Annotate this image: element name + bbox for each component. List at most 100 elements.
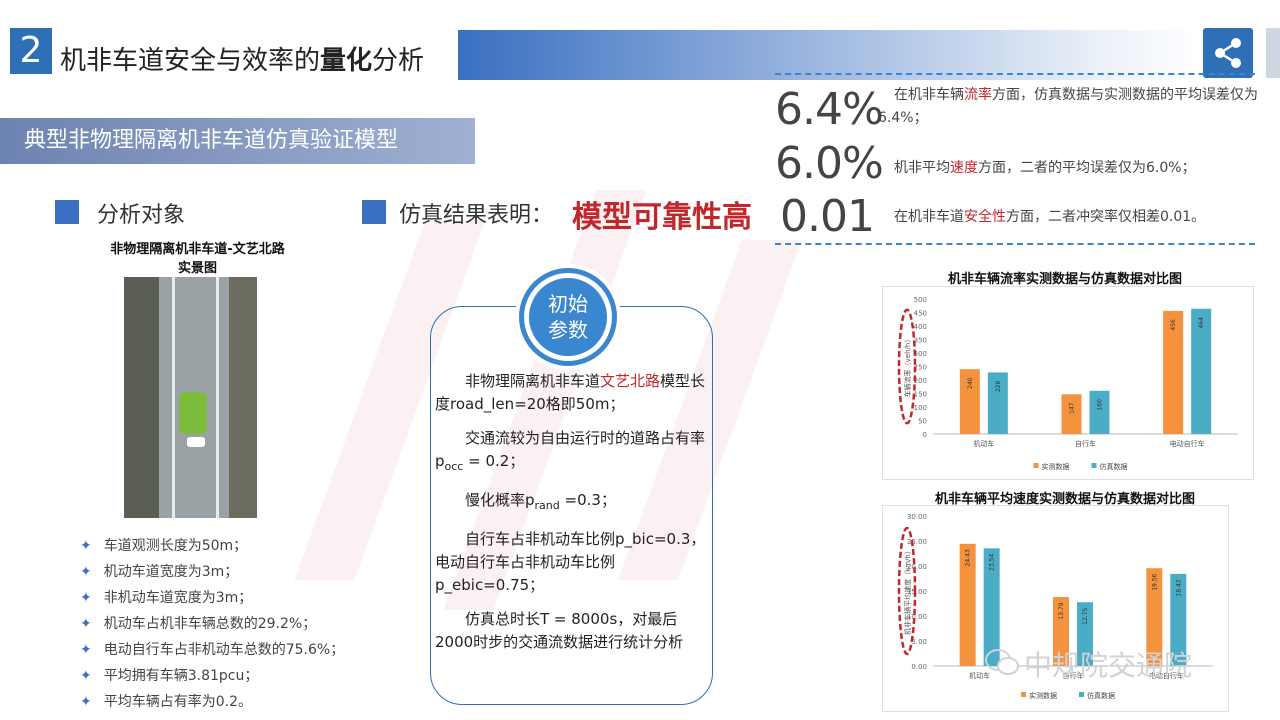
star-bullet-icon: ✦ <box>80 642 92 658</box>
star-bullet-icon: ✦ <box>80 538 92 554</box>
x-tick-label: 电动自行车 <box>1149 671 1184 680</box>
param-value: = 0.2； <box>463 452 525 470</box>
section-title-results: 仿真结果表明： <box>399 203 554 228</box>
fact-text: 电动自行车占非机动车总数的75.6%； <box>103 642 345 658</box>
share-icon <box>1215 38 1241 68</box>
star-bullet-icon: ✦ <box>80 564 92 580</box>
params-badge: 初始 参数 <box>529 278 607 356</box>
params-badge-ring <box>519 268 617 366</box>
stat-speed-value: 6.0% <box>775 138 884 189</box>
stat-flow-value: 6.4% <box>775 84 884 135</box>
flow-chart: 0 50 100 150 200 250 300 350 400 450 500 车辆流率（veh/h… <box>897 296 1238 471</box>
badge-line: 初始 <box>548 292 588 316</box>
bar-data-label: 18.42 <box>1175 579 1182 596</box>
y-tick-label: 15.00 <box>907 588 927 596</box>
bar-simulated <box>1191 308 1212 434</box>
page-title: 机非车道安全与效率的量化分析 <box>60 40 424 77</box>
y-axis-label: 车辆流率（veh/h） <box>903 336 912 398</box>
star-bullet-icon: ✦ <box>80 668 92 684</box>
bar-data-label: 13.79 <box>1058 602 1065 619</box>
bar-data-label: 240 <box>967 377 974 389</box>
param-sim-time: 仿真总时长T = 8000s，对最后2000时步的交通流数据进行统计分析 <box>435 610 684 651</box>
x-tick-label: 机动车 <box>973 439 994 448</box>
bar-measured <box>959 543 976 666</box>
section-title-analysis-object: 分析对象 <box>97 203 186 228</box>
list-item: ✦ 平均拥有车辆3.81pcu； <box>80 663 344 689</box>
legend-swatch <box>1021 692 1026 697</box>
title-part: 机非车道安全与效率的 <box>60 46 321 76</box>
legend-label: 仿真数据 <box>1087 691 1115 700</box>
bar-data-label: 228 <box>995 381 1002 393</box>
photo-caption: 非物理隔离机非车道-文艺北路 实景图 <box>90 240 305 278</box>
legend-swatch <box>1091 463 1097 468</box>
fact-text: 非机动车道宽度为3m； <box>103 590 253 606</box>
fact-text: 平均车辆占有率为0.2。 <box>103 694 252 710</box>
stat-text-part: 方面，仿真数据与实测数据的平均误差仅为6.4%； <box>878 87 1258 126</box>
y-tick-label: 5.00 <box>911 638 927 646</box>
stat-text-part: 在机非车辆 <box>894 87 964 103</box>
list-item: ✦ 机动车占机非车辆总数的29.2%； <box>80 611 344 637</box>
stat-text-part: 方面，二者的平均误差仅为6.0%； <box>978 160 1196 176</box>
y-tick-label: 100 <box>914 404 927 412</box>
fact-list: ✦ 车道观测长度为50m； ✦ 机动车道宽度为3m； ✦ 非机动车道宽度为3m； ✦ 机… <box>80 533 344 715</box>
fact-text: 车道观测长度为50m； <box>103 538 248 554</box>
param-sub: rand <box>534 499 560 512</box>
fact-text: 平均拥有车辆3.81pcu； <box>103 668 259 684</box>
star-bullet-icon: ✦ <box>80 694 92 710</box>
params-text: 非物理隔离机非车道文艺北路模型长度road_len=20格即50m； 交通流较为… <box>435 370 713 665</box>
bar-data-label: 147 <box>1069 402 1076 414</box>
list-item: ✦ 电动自行车占非机动车总数的75.6%； <box>80 637 344 663</box>
param-slowdown: 慢化概率prand =0.3； <box>435 489 713 517</box>
param-text-part: 慢化概率p <box>465 491 535 509</box>
section-number: 2 <box>10 28 52 74</box>
stat-keyword: 安全性 <box>964 209 1006 225</box>
y-tick-label: 250 <box>914 364 927 372</box>
stat-speed-text: 机非平均速度方面，二者的平均误差仅为6.0%； <box>894 157 1264 180</box>
photo-caption-line: 非物理隔离机非车道-文艺北路 <box>110 242 285 257</box>
param-value: =0.3； <box>559 491 616 509</box>
stat-text-part: 机非平均 <box>894 160 950 176</box>
bar-measured <box>1061 394 1082 434</box>
bar-measured <box>1053 597 1069 666</box>
legend-label: 实测数据 <box>1042 462 1070 471</box>
bar-simulated <box>1089 390 1110 434</box>
bar-simulated <box>1077 602 1093 666</box>
bar-simulated <box>987 372 1008 434</box>
wechat-icon <box>985 649 1019 675</box>
bar-measured <box>959 369 980 434</box>
bar-data-label: 24.43 <box>965 549 972 566</box>
y-tick-label: 30.00 <box>907 513 927 521</box>
legend-label: 仿真数据 <box>1100 462 1128 471</box>
y-tick-label: 200 <box>914 377 927 385</box>
header-gradient-bar <box>458 30 1198 80</box>
y-tick-label: 0.00 <box>911 663 927 671</box>
x-tick-label: 电动自行车 <box>1170 439 1205 448</box>
ylabel-highlight <box>897 308 917 425</box>
y-tick-label: 450 <box>914 310 927 318</box>
list-item: ✦ 机动车道宽度为3m； <box>80 559 344 585</box>
bar-simulated <box>1170 573 1187 666</box>
stat-text-part: 在机非车道 <box>894 209 964 225</box>
y-tick-label: 150 <box>914 391 927 399</box>
star-bullet-icon: ✦ <box>80 616 92 632</box>
param-text-part: 非物理隔离机非车道 <box>465 372 601 390</box>
chart1-frame: 0 50 100 150 200 250 300 350 400 450 500 车辆流率（veh/h… <box>882 286 1254 480</box>
param-occupancy: 交通流较为自由运行时的道路占有率 pocc = 0.2； <box>435 427 713 478</box>
bar-measured <box>1146 568 1163 666</box>
bar-data-label: 19.56 <box>1151 573 1158 590</box>
section-bullet-square <box>362 200 386 224</box>
stat-flow-text: 在机非车辆流率方面，仿真数据与实测数据的平均误差仅为6.4%； <box>878 84 1258 130</box>
y-tick-label: 20.00 <box>907 563 927 571</box>
param-road-name: 文艺北路 <box>600 372 661 390</box>
bar-simulated <box>983 548 1000 666</box>
ylabel-highlight <box>897 526 917 656</box>
photo-caption-line: 实景图 <box>177 261 217 276</box>
legend-swatch <box>1033 463 1039 468</box>
divider <box>775 73 1255 75</box>
stat-text-part: 方面，二者冲突率仅相差0.01。 <box>1006 209 1206 225</box>
street-photo <box>124 277 257 518</box>
subheader-banner: 典型非物理隔离机非车道仿真验证模型 <box>0 118 475 164</box>
bar-measured <box>1163 310 1184 434</box>
share-button[interactable] <box>1203 28 1253 78</box>
param-text-part: 交通流较为自由运行时的道路占有率 <box>465 429 706 447</box>
